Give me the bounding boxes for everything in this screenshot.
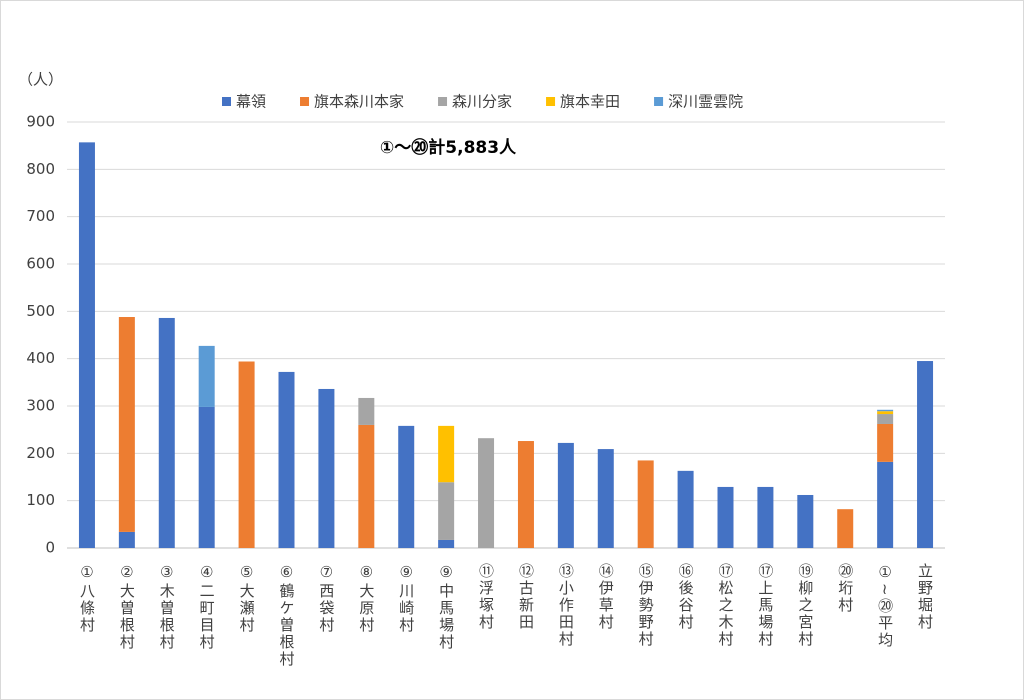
x-tick-label: ⑭伊草村	[597, 563, 615, 631]
bar-segment	[278, 371, 295, 548]
legend-label: 幕領	[236, 93, 266, 111]
bar-segment	[677, 470, 694, 548]
x-tick-label: ②大曽根村	[118, 563, 136, 651]
bar-segment	[318, 388, 335, 548]
y-tick-label: 400	[26, 349, 55, 367]
y-tick-label: 200	[26, 444, 55, 462]
bar-segment	[118, 531, 135, 548]
legend-label: 旗本幸田	[560, 93, 620, 111]
legend-label: 森川分家	[452, 93, 512, 111]
legend-label: 深川霊雲院	[668, 93, 743, 111]
x-tick-label: ⑬小作田村	[557, 563, 575, 648]
legend-swatch	[654, 97, 664, 106]
bar-segment	[517, 441, 534, 548]
bar-segment	[877, 409, 894, 412]
bar-segment	[557, 442, 574, 548]
y-axis-label: （人）	[18, 71, 63, 89]
bar-segment	[877, 414, 894, 424]
legend-swatch	[438, 97, 448, 106]
bar-segment	[198, 345, 215, 407]
bar-segment	[78, 142, 95, 548]
x-tick-label: ⑧大原村	[357, 563, 375, 634]
bar-segment	[757, 486, 774, 548]
x-tick-label: ⑮伊勢野村	[637, 563, 655, 648]
y-tick-label: 300	[26, 397, 55, 415]
legend-swatch	[300, 97, 310, 106]
bar-segment	[438, 539, 455, 548]
y-tick-label: 900	[26, 113, 55, 131]
x-tick-label: ⑯後谷村	[677, 563, 695, 631]
x-tick-label: ⑰松之木村	[717, 563, 735, 648]
bar-segment	[438, 482, 455, 540]
x-tick-label: ①~⑳平均	[876, 563, 894, 649]
y-tick-label: 500	[26, 302, 55, 320]
bar-segment	[837, 509, 854, 548]
bar-segment	[438, 425, 455, 483]
x-tick-label: ⑦西袋村	[317, 563, 335, 634]
x-tick-label: ⑤大瀬村	[238, 563, 256, 634]
x-tick-label: 立野堀村	[916, 563, 934, 631]
bar-segment	[717, 486, 734, 548]
bar-segment	[198, 406, 215, 548]
bar-segment	[358, 424, 375, 548]
bar-segment	[877, 461, 894, 548]
x-tick-label: ④二町目村	[198, 563, 216, 651]
x-tick-label: ⑪浮塚村	[477, 563, 495, 631]
bar-segment	[398, 425, 415, 548]
x-tick-label: ⑨川崎村	[397, 563, 415, 634]
bar-segment	[158, 317, 175, 548]
y-tick-label: 0	[45, 539, 55, 557]
bar-segment	[478, 438, 495, 548]
bar-segment	[877, 423, 894, 462]
x-tick-label: ①八條村	[78, 563, 96, 634]
legend-swatch	[222, 97, 231, 106]
bar-segment	[917, 361, 934, 548]
x-tick-label: ⑲柳之宮村	[796, 563, 814, 648]
y-tick-label: 600	[26, 255, 55, 273]
y-tick-label: 800	[26, 160, 55, 178]
y-tick-label: 100	[26, 491, 55, 509]
x-tick-label: ⑫古新田	[517, 563, 535, 631]
x-tick-label: ⑥鶴ケ曽根村	[278, 563, 296, 668]
bar-segment	[597, 449, 614, 548]
bar-segment	[358, 397, 375, 425]
y-tick-label: 700	[26, 207, 55, 225]
legend-swatch	[546, 97, 556, 106]
bar-segment	[797, 494, 814, 548]
bar-segment	[118, 317, 135, 532]
x-tick-label: ⑨中馬場村	[437, 563, 455, 651]
annotation: ①～⑳計5,883人	[380, 137, 517, 158]
x-tick-label: ⑳垳村	[836, 563, 854, 614]
bar-segment	[238, 361, 255, 548]
bar-segment	[637, 460, 654, 548]
x-tick-label: ③木曽根村	[158, 563, 176, 651]
legend-label: 旗本森川本家	[314, 93, 404, 111]
x-tick-label: ⑰上馬場村	[756, 563, 774, 648]
bar-segment	[877, 411, 894, 415]
